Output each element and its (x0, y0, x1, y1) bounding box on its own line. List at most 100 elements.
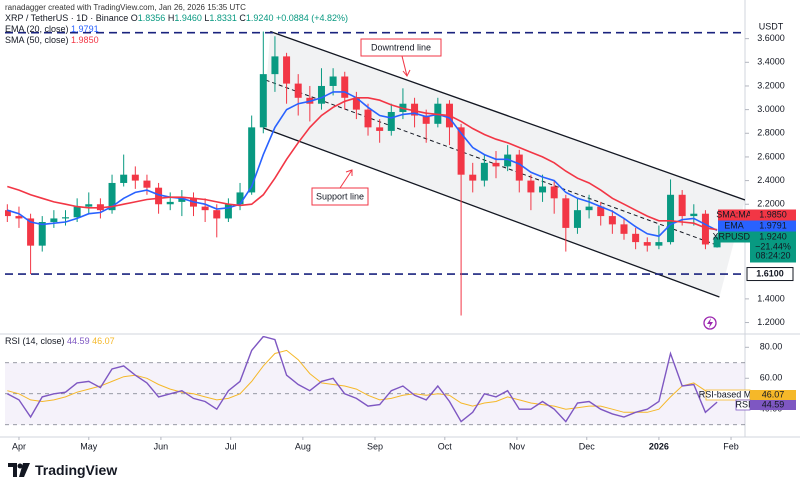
candle-body (236, 192, 244, 205)
annotation-support: Support line (311, 169, 369, 206)
candle-body (38, 221, 46, 246)
legend-value: 1.9850 (71, 35, 99, 45)
axes: 1.2000 1.4000 2.2000 2.4000 2.6000 2.8000 3.00… (12, 33, 796, 451)
x-tick-label: Apr (12, 441, 26, 451)
series-value: 1.9791 (759, 220, 787, 230)
footer: TradingView (8, 462, 117, 478)
candle-body (562, 198, 570, 228)
candle-body (166, 201, 174, 205)
candle-body (585, 206, 593, 211)
series-tag: EMA (724, 220, 744, 230)
candle-body (620, 224, 628, 234)
candle-body (259, 74, 267, 128)
candle-body (352, 97, 360, 110)
ohlc-value: 1.8331 (209, 13, 237, 23)
candle-body (120, 174, 128, 183)
annotation-arrow (401, 55, 408, 77)
legend-item: EMA (20, close) 1.9791 (5, 24, 348, 35)
candle-body (632, 233, 640, 243)
candle-body (422, 115, 430, 124)
candle-body (667, 194, 675, 243)
brand-logo (8, 463, 30, 477)
candle-body (550, 186, 558, 199)
candle-body (5, 210, 11, 217)
y-tick-label: 60.00 (760, 373, 783, 383)
series-line (7, 349, 718, 413)
rsi-legend: RSI (14, close) 44.59 46.07 (5, 336, 115, 347)
last-value: 1.9240 (759, 231, 787, 241)
ohlc-label: C (239, 13, 246, 23)
y-tick-label: 2.8000 (757, 128, 785, 138)
candle-body (213, 210, 221, 219)
x-tick-label: Aug (295, 441, 311, 451)
candle-body (62, 217, 70, 219)
rsi-pane (5, 336, 745, 426)
y-tick-label: 2.4000 (757, 175, 785, 185)
series-line (7, 97, 718, 231)
candle-body (527, 180, 535, 193)
candle-body (539, 186, 547, 193)
annotation-downtrend: Downtrend line (360, 38, 442, 77)
horizontal-line-tag (746, 267, 794, 282)
series-tag: RSI (735, 399, 750, 409)
candle-body (608, 216, 616, 225)
price-pane (5, 30, 745, 316)
series-tag-box (718, 209, 750, 221)
x-tick-label: May (80, 441, 98, 451)
brand: TradingView (35, 462, 118, 478)
series-value-box (750, 400, 796, 410)
candle-body (224, 204, 232, 219)
annotation-arrow (339, 169, 353, 189)
candle-body (155, 187, 163, 205)
series-line (7, 91, 718, 238)
y-tick-label: 80.00 (760, 342, 783, 352)
y-tick-label: 3.2000 (757, 80, 785, 90)
legend-name: EMA (20, close) (5, 24, 69, 34)
candle-body (201, 206, 209, 211)
series-value: 1.9850 (759, 209, 787, 219)
candle-body (376, 127, 384, 131)
candle-body (341, 76, 349, 98)
y-tick-label: 1.2000 (757, 317, 785, 327)
y-tick-label: 2.6000 (757, 151, 785, 161)
annotation-text: Support line (316, 191, 364, 201)
y-tick-label: 2.2000 (757, 199, 785, 209)
alert-bolt (707, 318, 713, 328)
candle-body (457, 127, 465, 175)
trend-line (263, 127, 720, 298)
legend-name: SMA (50, close) (5, 35, 69, 45)
candle-body (85, 204, 93, 207)
currency: USDT (759, 21, 784, 31)
series-value: 44.59 (762, 399, 785, 409)
candle-body (678, 194, 686, 217)
legend-value: 46.07 (92, 336, 115, 346)
y-tick-label: 3.6000 (757, 33, 785, 43)
ohlc-value: 1.9240 (245, 13, 274, 23)
series-line (6, 336, 718, 423)
candle-body (643, 242, 651, 246)
last-tag-box (718, 231, 750, 243)
legend-value: 44.59 (67, 336, 90, 346)
horizontal-line-label: 1.6100 (756, 268, 784, 278)
y-tick-label: 3.0000 (757, 104, 785, 114)
legend-item: SMA (50, close) 1.9850 (5, 35, 348, 46)
annotation-box (311, 187, 369, 206)
candle-body (515, 154, 523, 181)
candle-body (108, 182, 116, 211)
x-tick-label: Sep (367, 441, 383, 451)
candle-body (178, 198, 186, 202)
annotation-box (360, 38, 442, 57)
ohlc-label: H (167, 13, 175, 23)
series-value-box (750, 390, 796, 400)
series-value: 46.07 (762, 389, 785, 399)
candle-body (271, 56, 279, 75)
candle-body (469, 174, 477, 181)
series-tag: SMA:MA (716, 209, 752, 219)
rsi-title: RSI (14, close) (5, 336, 65, 346)
annotation-arrow-head (402, 69, 411, 77)
candle-body (283, 56, 291, 84)
annotation-text: Downtrend line (371, 42, 431, 52)
candle-body (573, 210, 581, 228)
x-tick-label: Jun (154, 441, 169, 451)
